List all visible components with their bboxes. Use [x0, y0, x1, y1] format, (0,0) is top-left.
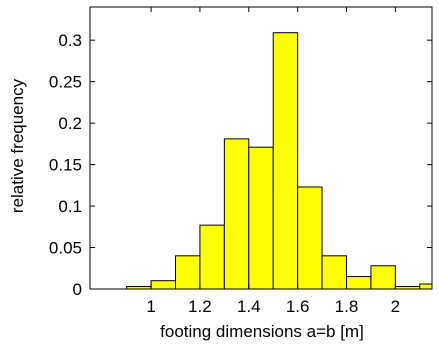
histogram-bar [223, 138, 250, 290]
histogram-bar [199, 224, 225, 290]
x-tick-label: 1.8 [335, 297, 359, 316]
x-tick-label: 1.6 [286, 297, 310, 316]
x-tick-label: 2 [391, 297, 400, 316]
y-axis-label: relative frequency [8, 78, 27, 213]
x-ticks: 1 1.2 1.4 1.6 1.8 2 [146, 7, 400, 316]
plot-frame [89, 6, 433, 290]
x-tick-label: 1.4 [237, 297, 261, 316]
y-tick-label: 0.2 [58, 114, 82, 133]
histogram-bar [419, 283, 433, 290]
bars-group [126, 32, 433, 290]
histogram-bar [150, 280, 176, 290]
histogram-bar [272, 32, 299, 290]
y-tick-label: 0.1 [58, 197, 82, 216]
histogram-bar [175, 255, 201, 290]
y-tick-label: 0 [73, 280, 82, 299]
y-tick-label: 0.15 [49, 156, 82, 175]
histogram-bar [370, 265, 396, 290]
histogram-bar [248, 146, 274, 290]
histogram-bar [321, 255, 348, 290]
y-tick-label: 0.3 [58, 31, 82, 50]
histogram-bar [297, 186, 323, 290]
x-tick-label: 1 [146, 297, 155, 316]
histogram-bar [346, 276, 372, 290]
x-axis-label: footing dimensions a=b [m] [160, 322, 364, 341]
x-tick-label: 1.2 [188, 297, 212, 316]
y-tick-label: 0.05 [49, 239, 82, 258]
y-tick-label: 0.25 [49, 73, 82, 92]
